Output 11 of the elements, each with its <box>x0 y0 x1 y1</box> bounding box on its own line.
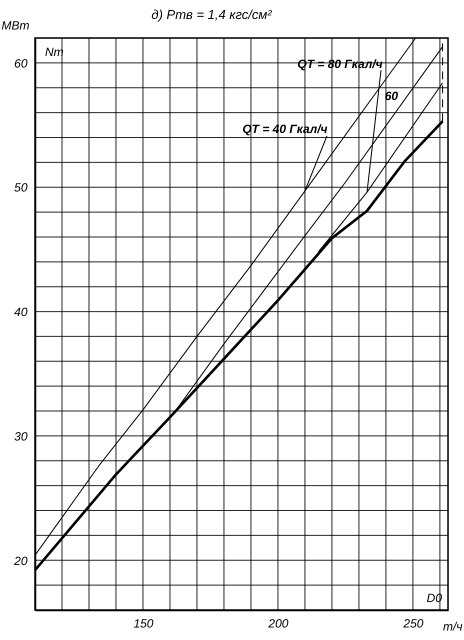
y-tick-label: 40 <box>14 305 28 320</box>
x-tick-label: 250 <box>402 616 424 630</box>
chart-title: д) Pтв = 1,4 кгс/см² <box>151 7 272 22</box>
y-axis-title: МВт <box>2 18 30 32</box>
y-tick-label: 30 <box>14 429 28 444</box>
y-tick-label: 60 <box>14 56 28 70</box>
x-axis-title: т/ч <box>442 620 462 634</box>
x-tick-label: 150 <box>133 616 154 630</box>
y-tick-label: 20 <box>13 554 28 568</box>
y-tick-label: 50 <box>14 180 28 195</box>
x-tick-label: 200 <box>267 616 289 630</box>
